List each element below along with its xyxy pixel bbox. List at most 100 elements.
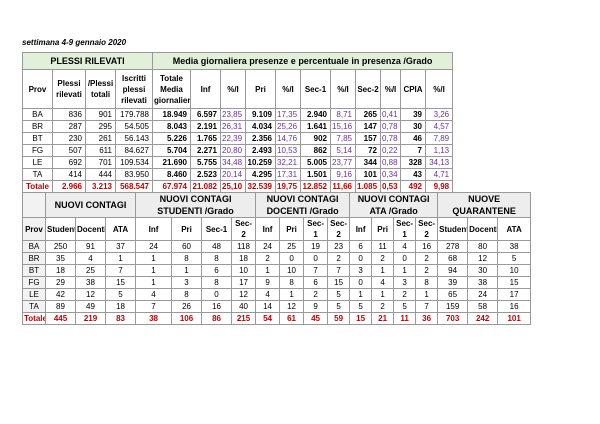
cell: 38 <box>135 312 173 325</box>
cell: 43 <box>400 168 426 181</box>
column-header: Sec-2 <box>327 217 351 241</box>
column-header: Sec-1 <box>393 217 417 241</box>
cell: 34,48 <box>220 156 246 169</box>
column-header: Totale Media giornaliera <box>152 69 191 109</box>
column-header: Prov <box>22 217 46 241</box>
cell: 86 <box>201 312 233 325</box>
cell: 94 <box>437 264 469 277</box>
caption: settimana 4-9 gennaio 2020 <box>22 38 127 47</box>
column-header: Docenti <box>75 217 106 241</box>
cell: 20,80 <box>220 144 246 157</box>
cell: 59 <box>327 312 351 325</box>
cell: 5 <box>349 300 373 313</box>
cell: 1 <box>349 288 373 301</box>
cell: 4.295 <box>245 168 276 181</box>
column-header: Sec-1 <box>300 69 331 109</box>
cell: 9 <box>255 276 281 289</box>
row-label: TA <box>22 168 53 181</box>
cell: 2 <box>303 288 329 301</box>
cell: 4,71 <box>424 168 454 181</box>
group-header: NUOVE QUARANTENE <box>437 192 532 218</box>
cell: 11,66 <box>330 180 356 193</box>
cell: 0,22 <box>380 144 401 157</box>
cell: 11 <box>393 312 417 325</box>
cell: 60 <box>171 240 203 253</box>
column-header: Pri <box>279 217 305 241</box>
cell: 3,26 <box>424 108 454 121</box>
cell: 1.085 <box>355 180 381 193</box>
cell: 68 <box>437 252 469 265</box>
row-label: TA <box>22 300 46 313</box>
cell: 37 <box>104 240 137 253</box>
cell: 902 <box>300 132 331 145</box>
cell: 344 <box>355 156 381 169</box>
cell: 10 <box>279 264 305 277</box>
cell: 38 <box>467 276 499 289</box>
cell: 0,34 <box>380 168 401 181</box>
cell: 414 <box>52 168 86 181</box>
data-row: BR 287 295 54.505 8.043 2.191 26,31 4.034 25,26 1… <box>22 120 454 133</box>
cell: 25,10 <box>220 180 246 193</box>
cell: 8 <box>201 276 233 289</box>
cell: 287 <box>52 120 86 133</box>
cell: 1 <box>135 252 173 265</box>
cell: 6.597 <box>190 108 221 121</box>
cell: 7 <box>303 264 329 277</box>
cell: 1 <box>371 288 395 301</box>
cell: 4.034 <box>245 120 276 133</box>
cell: 5,14 <box>330 144 356 157</box>
column-header: Pri <box>245 69 276 109</box>
row-label: BT <box>22 132 53 145</box>
cell: 2 <box>415 264 439 277</box>
data-row: Totale 445 219 83 38 106 86 215 54 61 45 59 15 21 11 36… <box>22 312 532 325</box>
column-header: Inf <box>135 217 173 241</box>
cell: 507 <box>52 144 86 157</box>
column-header: Sec-2 <box>415 217 439 241</box>
column-header: Inf <box>255 217 281 241</box>
column-header: Sec-1 <box>303 217 329 241</box>
cell: 83 <box>104 312 137 325</box>
column-header: Iscritti plessi rilevati <box>115 69 153 109</box>
cell: 83.950 <box>115 168 153 181</box>
column-header: Pri <box>371 217 395 241</box>
cell: 0,53 <box>380 180 401 193</box>
row-label: FG <box>22 276 46 289</box>
cell: 2 <box>415 252 439 265</box>
cell: 2.191 <box>190 120 221 133</box>
data-row: TA 414 444 83.950 8.460 2.523 20,14 4.295 17,31 1… <box>22 168 454 181</box>
row-label: Totale <box>22 180 53 193</box>
cell: 34,13 <box>424 156 454 169</box>
cell: 2 <box>327 252 351 265</box>
cell: 29 <box>45 276 76 289</box>
cell: 40 <box>231 300 257 313</box>
cell: 118 <box>231 240 257 253</box>
cell: 1 <box>371 264 395 277</box>
cell: 250 <box>45 240 76 253</box>
cell: 23,77 <box>330 156 356 169</box>
cell: 17,35 <box>275 108 301 121</box>
cell: 444 <box>85 168 116 181</box>
column-header: %/I <box>275 69 301 109</box>
cell: 2.356 <box>245 132 276 145</box>
column-header-row: ProvStudentiDocentiATAInfPriSec-1Sec-2In… <box>22 217 532 241</box>
cell: 6 <box>303 276 329 289</box>
cell: 242 <box>467 312 499 325</box>
cell: 2.966 <box>52 180 86 193</box>
column-header: ATA <box>497 217 532 241</box>
cell: 0 <box>303 252 329 265</box>
column-header: %/I <box>330 69 356 109</box>
cell: 445 <box>45 312 76 325</box>
cell: 0 <box>393 252 417 265</box>
cell: 3.213 <box>85 180 116 193</box>
cell: 9.109 <box>245 108 276 121</box>
cell: 91 <box>75 240 106 253</box>
cell: 836 <box>52 108 86 121</box>
cell: 159 <box>437 300 469 313</box>
cell: 15 <box>104 276 137 289</box>
infections-table: NUOVI CONTAGI NUOVI CONTAGI STUDENTI /Gra… <box>22 192 532 325</box>
row-label: BR <box>22 252 46 265</box>
column-header: ATA <box>104 217 137 241</box>
cell: 5 <box>104 288 137 301</box>
cell: 7 <box>400 144 426 157</box>
data-row: LE 42 12 5 4 8 0 12 4 1 2 5 1 1 2 1 65 24 17 <box>22 288 532 301</box>
